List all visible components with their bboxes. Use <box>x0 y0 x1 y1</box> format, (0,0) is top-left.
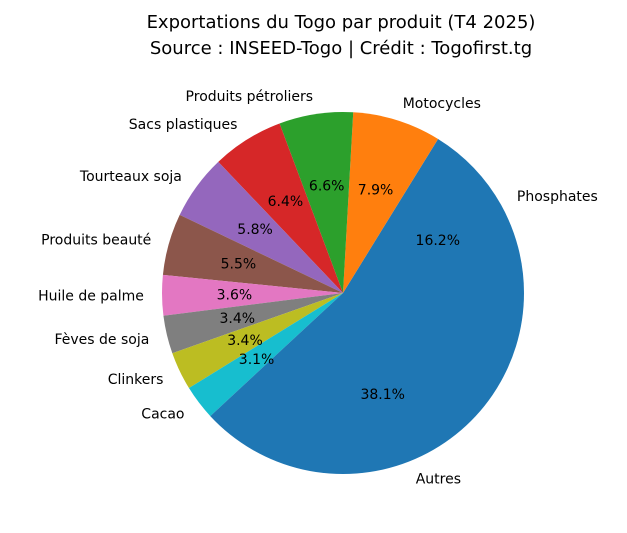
slice-label-clinkers: Clinkers <box>108 372 164 388</box>
slice-label-autres: Autres <box>416 471 461 487</box>
slice-percent-feves-de-soja: 3.4% <box>220 311 256 327</box>
pie-slice-autres <box>210 293 524 474</box>
slice-label-sacs-plastiques: Sacs plastiques <box>129 117 238 133</box>
slice-percent-produits-beaute: 5.5% <box>221 257 257 273</box>
slice-label-tourteaux-soja: Tourteaux soja <box>79 169 182 185</box>
slice-percent-huile-de-palme: 3.6% <box>217 287 253 303</box>
pie-slice-clinkers <box>172 293 343 389</box>
slice-label-cacao: Cacao <box>141 407 184 423</box>
slice-label-motocycles: Motocycles <box>403 96 481 112</box>
pie-slice-cacao <box>188 293 343 417</box>
pie-slice-phosphates <box>343 138 524 293</box>
slice-percent-produits-petroliers: 6.6% <box>309 179 345 195</box>
pie-slices <box>161 111 524 474</box>
slice-percent-sacs-plastiques: 6.4% <box>268 194 304 210</box>
slice-label-produits-beaute: Produits beauté <box>41 232 151 248</box>
pie-slice-feves-de-soja <box>163 293 343 354</box>
slice-label-huile-de-palme: Huile de palme <box>38 289 144 305</box>
pie-slice-motocycles <box>343 112 439 293</box>
slice-percent-cacao: 3.1% <box>239 352 275 368</box>
slice-percent-motocycles: 7.9% <box>358 182 394 198</box>
slice-percent-autres: 38.1% <box>360 387 404 403</box>
pie-slice-tourteaux-soja <box>179 161 343 293</box>
slice-label-feves-de-soja: Fèves de soja <box>54 332 149 348</box>
pie-slice-sacs-plastiques <box>218 123 343 293</box>
pie-labels: Phosphates 16.2% Motocycles 7.9% Produits pé… <box>38 89 598 487</box>
pie-slice-produits-petroliers <box>279 111 354 293</box>
slice-percent-tourteaux-soja: 5.8% <box>237 222 273 238</box>
slice-label-phosphates: Phosphates <box>517 189 598 205</box>
slice-percent-clinkers: 3.4% <box>227 333 263 349</box>
pie-slice-produits-beaute <box>162 214 343 293</box>
slice-label-produits-petroliers: Produits pétroliers <box>186 89 314 105</box>
pie-slice-huile-de-palme <box>161 274 343 316</box>
slice-percent-phosphates: 16.2% <box>416 233 460 249</box>
chart-subtitle: Source : INSEED-Togo | Crédit : Togofirs… <box>150 38 532 59</box>
chart-title: Exportations du Togo par produit (T4 202… <box>147 12 536 33</box>
